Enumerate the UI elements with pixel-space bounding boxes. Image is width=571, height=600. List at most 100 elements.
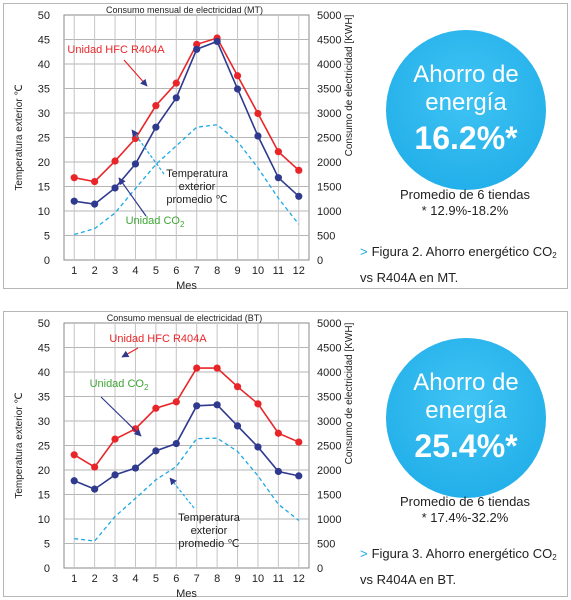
- average-title: Promedio de 6 tiendas: [399, 187, 531, 202]
- average-note: Promedio de 6 tiendas * 12.9%-18.2%: [375, 187, 555, 219]
- data-point-0: [233, 72, 242, 80]
- left-tick-label: 45: [38, 343, 50, 355]
- right-tick-label: 1000: [317, 206, 341, 218]
- right-tick-label: 3500: [317, 84, 341, 96]
- annotation-subscript: 2: [180, 220, 185, 229]
- data-point-1: [254, 443, 262, 451]
- annotation-text: Unidad CO: [90, 378, 145, 390]
- right-tick-label: 1500: [317, 182, 341, 194]
- data-point-1: [91, 200, 99, 208]
- series-line-2: [74, 437, 300, 542]
- x-tick-label: 1: [71, 265, 77, 277]
- x-axis-label: Mes: [176, 588, 197, 598]
- right-tick-label: 4000: [317, 367, 341, 379]
- right-tick-label: 0: [317, 563, 323, 575]
- caption-subscript: 2: [552, 553, 557, 562]
- annotation-label: promedio ℃: [178, 538, 239, 550]
- series-line-0: [73, 367, 300, 469]
- data-point-0: [172, 398, 180, 406]
- data-point-1: [111, 184, 119, 192]
- x-tick-label: 7: [194, 265, 200, 277]
- data-point-0: [213, 364, 221, 372]
- data-point-1: [152, 447, 160, 455]
- left-tick-label: 30: [38, 108, 50, 120]
- annotation-pointer-arrow: [123, 59, 148, 87]
- x-tick-label: 5: [153, 573, 159, 585]
- data-point-0: [295, 166, 303, 174]
- data-point-0: [91, 463, 99, 471]
- data-point-0: [254, 109, 262, 118]
- chart-bt: 0510152025303540455005001000150020002500…: [14, 313, 355, 598]
- average-note: Promedio de 6 tiendas * 17.4%-32.2%: [375, 494, 555, 526]
- annotation-label: Temperatura: [178, 512, 241, 524]
- data-point-0: [254, 400, 262, 408]
- annotation-text: Unidad HFC R404A: [109, 333, 207, 345]
- left-tick-label: 10: [38, 514, 50, 526]
- chart-panel-mt: 0 5 10 15 20 25 30 35 40 45 50 0 500 1000 1500 2000 2500…: [3, 3, 568, 290]
- annotation-pointer-arrow: [131, 129, 165, 175]
- data-point-1: [193, 402, 201, 410]
- right-tick-label: 2500: [317, 133, 341, 145]
- left-tick-label: 15: [38, 490, 50, 502]
- series-line-1: [73, 404, 299, 491]
- caption-subscript: 2: [552, 251, 557, 260]
- chart-title: Consumo mensual de electricidad (BT): [107, 313, 263, 323]
- annotation-text: exterior: [179, 181, 216, 193]
- data-point-0: [111, 157, 119, 165]
- caption-chevron-icon: >: [360, 244, 368, 259]
- left-tick-label: 25: [38, 133, 50, 145]
- x-tick-label: 12: [293, 573, 305, 585]
- x-tick-label: 2: [92, 265, 98, 277]
- data-point-1: [295, 472, 303, 480]
- y-axis-right-label: Consumo de electricidad [KWH]: [344, 322, 355, 464]
- caption-text: Figura 3. Ahorro energético CO: [371, 546, 553, 561]
- annotation-label: promedio ℃: [166, 194, 227, 206]
- x-tick-label: 12: [293, 265, 305, 277]
- data-point-1: [193, 45, 201, 53]
- left-tick-label: 20: [38, 157, 50, 169]
- left-tick-label: 50: [38, 10, 50, 22]
- annotation-label: Unidad CO2: [126, 215, 185, 229]
- annotation-pointer-arrow: [100, 396, 142, 437]
- chart-title: Consumo mensual de electricidad (MT): [106, 5, 263, 15]
- data-point-1: [233, 422, 242, 430]
- annotation-text: exterior: [191, 525, 228, 537]
- caption-line2: vs R404A en BT.: [360, 572, 457, 587]
- series-line-1: [74, 40, 300, 205]
- data-point-0: [274, 148, 282, 156]
- right-tick-label: 5000: [317, 10, 341, 22]
- left-tick-label: 0: [44, 255, 50, 267]
- average-range: * 12.9%-18.2%: [421, 203, 509, 218]
- caption-text: Figura 2. Ahorro energético CO: [371, 244, 553, 259]
- annotation-label: exterior: [179, 181, 216, 193]
- right-tick-label: 4500: [317, 343, 341, 355]
- x-tick-label: 11: [273, 265, 284, 277]
- series-line-0: [74, 37, 300, 183]
- right-tick-label: 3000: [317, 108, 341, 120]
- annotation-subscript: 2: [144, 383, 149, 392]
- left-tick-label: 50: [38, 318, 50, 330]
- data-point-1: [254, 132, 262, 140]
- left-tick-label: 25: [38, 441, 50, 453]
- annotation-label: exterior: [191, 525, 228, 537]
- left-tick-label: 10: [38, 206, 50, 218]
- annotation-pointer-arrow: [169, 477, 195, 509]
- data-point-0: [91, 178, 99, 186]
- x-tick-label: 7: [194, 573, 200, 585]
- left-tick-label: 5: [44, 231, 50, 243]
- data-point-1: [152, 123, 160, 131]
- left-tick-label: 5: [44, 539, 50, 551]
- data-point-1: [70, 197, 78, 205]
- right-tick-label: 3000: [317, 416, 341, 428]
- right-tick-label: 1000: [317, 514, 341, 526]
- savings-label-line2: energía: [425, 397, 507, 424]
- data-point-1: [213, 37, 221, 46]
- annotation-text: Temperatura: [166, 168, 229, 180]
- figure-caption: > Figura 2. Ahorro energético CO2 vs R404…: [360, 241, 557, 289]
- left-tick-label: 35: [38, 392, 50, 404]
- data-point-0: [295, 438, 303, 446]
- series-line-2: [74, 124, 300, 236]
- x-tick-label: 9: [234, 573, 240, 585]
- annotation-text: Temperatura: [178, 512, 241, 524]
- savings-value: 16.2%*: [414, 120, 518, 156]
